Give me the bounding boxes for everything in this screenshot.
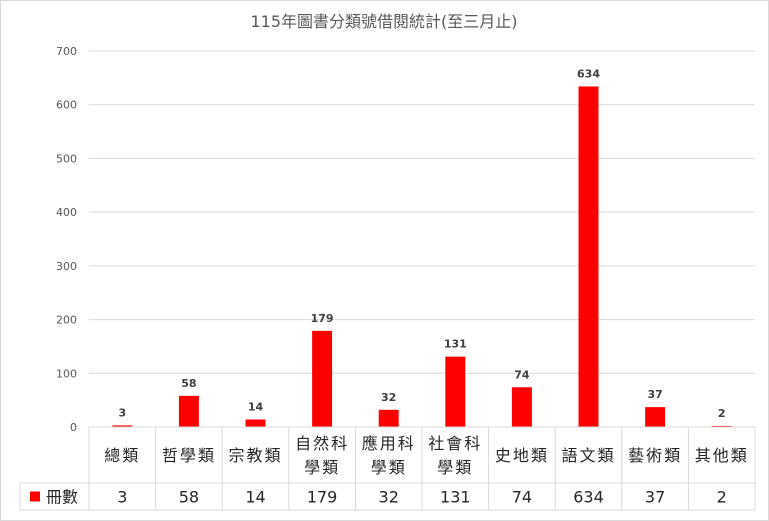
bar xyxy=(645,407,666,427)
bar xyxy=(445,356,466,427)
table-value: 32 xyxy=(379,488,399,507)
bar xyxy=(511,387,532,427)
category-label: 語文類 xyxy=(561,446,615,465)
bar xyxy=(178,395,199,427)
category-label: 總類 xyxy=(104,446,140,465)
category-label: 藝術類 xyxy=(628,446,682,465)
y-tick-label: 300 xyxy=(56,260,77,273)
bars xyxy=(112,86,732,428)
y-tick-label: 100 xyxy=(56,367,77,380)
bar xyxy=(245,419,266,427)
chart-title: 115年圖書分類號借閱統計(至三月止) xyxy=(250,12,517,31)
category-label: 學類 xyxy=(437,458,473,477)
legend-swatch xyxy=(30,491,40,502)
table-value: 37 xyxy=(645,488,665,507)
data-label: 634 xyxy=(577,67,600,80)
y-tick-label: 700 xyxy=(56,45,77,58)
category-label: 社會科 xyxy=(428,434,482,453)
y-tick-label: 200 xyxy=(56,314,77,327)
table-value: 14 xyxy=(245,488,265,507)
series-name: 冊數 xyxy=(46,488,78,507)
data-label: 3 xyxy=(118,406,126,419)
y-tick-label: 400 xyxy=(56,206,77,219)
table-value: 58 xyxy=(179,488,199,507)
bar xyxy=(312,330,333,427)
data-label: 37 xyxy=(647,388,662,401)
data-label: 179 xyxy=(311,312,334,325)
data-label: 131 xyxy=(444,338,467,351)
category-label: 自然科 xyxy=(295,434,349,453)
data-label: 58 xyxy=(181,377,196,390)
data-label: 2 xyxy=(718,407,726,420)
table-value: 634 xyxy=(573,488,604,507)
table-value: 179 xyxy=(307,488,338,507)
bar xyxy=(112,425,133,427)
table-value: 74 xyxy=(512,488,532,507)
bar xyxy=(378,409,399,427)
category-label: 哲學類 xyxy=(162,446,216,465)
data-label: 32 xyxy=(381,391,396,404)
y-tick-label: 500 xyxy=(56,152,77,165)
category-label: 宗教類 xyxy=(228,446,282,465)
y-tick-label: 600 xyxy=(56,99,77,112)
table-value: 3 xyxy=(117,488,127,507)
category-label: 學類 xyxy=(304,458,340,477)
bar xyxy=(711,425,732,427)
category-label: 學類 xyxy=(371,458,407,477)
gridlines xyxy=(89,50,755,374)
category-label: 史地類 xyxy=(495,446,549,465)
bar xyxy=(578,86,599,428)
data-label: 74 xyxy=(514,368,530,381)
y-tick-label: 0 xyxy=(70,421,77,434)
table-value: 2 xyxy=(717,488,727,507)
category-label: 應用科 xyxy=(362,434,416,453)
table-value: 131 xyxy=(440,488,471,507)
category-label: 其他類 xyxy=(695,446,749,465)
data-label: 14 xyxy=(248,400,264,413)
y-axis-ticks: 0 100 200 300 400 500 600 700 xyxy=(56,45,77,434)
data-labels: 3 58 14 179 32 131 74 634 37 2 xyxy=(118,67,725,419)
